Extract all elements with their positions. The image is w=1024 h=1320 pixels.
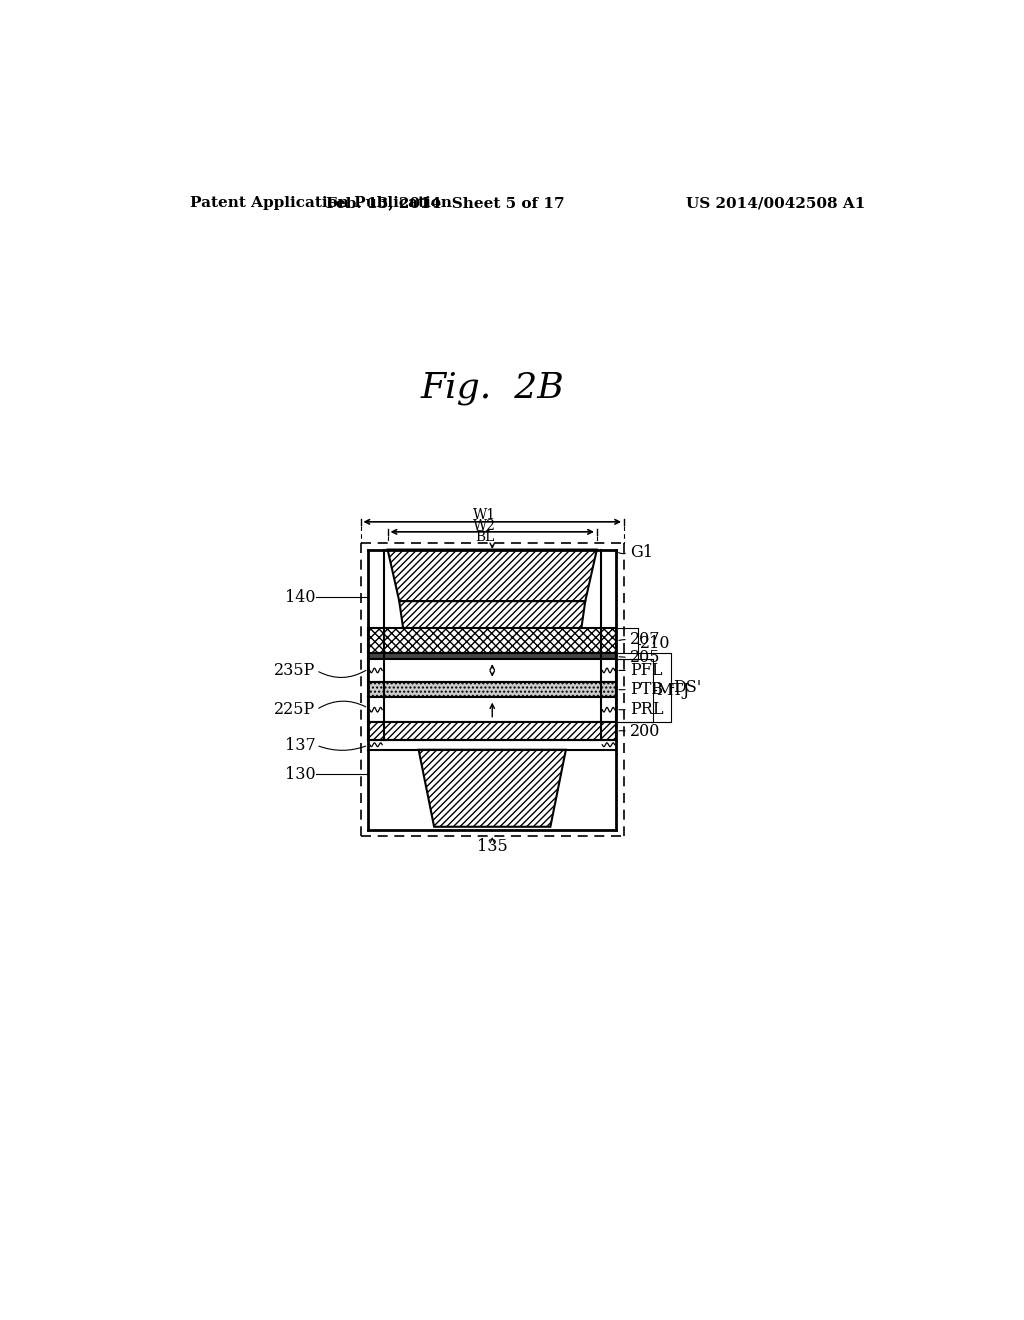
Bar bbox=[369, 682, 616, 697]
Text: PFL: PFL bbox=[630, 661, 663, 678]
Text: W1: W1 bbox=[473, 508, 496, 521]
Bar bbox=[369, 722, 616, 739]
Polygon shape bbox=[419, 750, 566, 826]
Text: BL: BL bbox=[475, 531, 495, 544]
Text: 210: 210 bbox=[640, 635, 671, 652]
Text: 235P: 235P bbox=[274, 661, 315, 678]
Bar bbox=[369, 659, 616, 682]
Text: 225P: 225P bbox=[274, 701, 315, 718]
Text: 130: 130 bbox=[285, 766, 315, 783]
Polygon shape bbox=[388, 549, 597, 601]
Text: 140: 140 bbox=[285, 589, 315, 606]
Text: Fig.  2B: Fig. 2B bbox=[421, 371, 564, 405]
Text: 207: 207 bbox=[630, 631, 660, 648]
Text: MTJ: MTJ bbox=[655, 682, 689, 700]
Bar bbox=[369, 653, 616, 659]
Polygon shape bbox=[399, 601, 586, 628]
Bar bbox=[369, 628, 616, 653]
Text: US 2014/0042508 A1: US 2014/0042508 A1 bbox=[686, 197, 865, 210]
Text: 135: 135 bbox=[477, 837, 508, 854]
Text: 205: 205 bbox=[630, 649, 660, 665]
Text: 137: 137 bbox=[285, 737, 315, 754]
Text: G1: G1 bbox=[630, 544, 653, 561]
Text: 200: 200 bbox=[630, 723, 660, 739]
Text: PTB: PTB bbox=[630, 681, 664, 698]
Text: DS': DS' bbox=[673, 678, 701, 696]
Bar bbox=[369, 697, 616, 722]
Text: Feb. 13, 2014  Sheet 5 of 17: Feb. 13, 2014 Sheet 5 of 17 bbox=[327, 197, 565, 210]
Text: Patent Application Publication: Patent Application Publication bbox=[190, 197, 452, 210]
Text: W2: W2 bbox=[473, 519, 496, 533]
Text: PRL: PRL bbox=[630, 701, 664, 718]
